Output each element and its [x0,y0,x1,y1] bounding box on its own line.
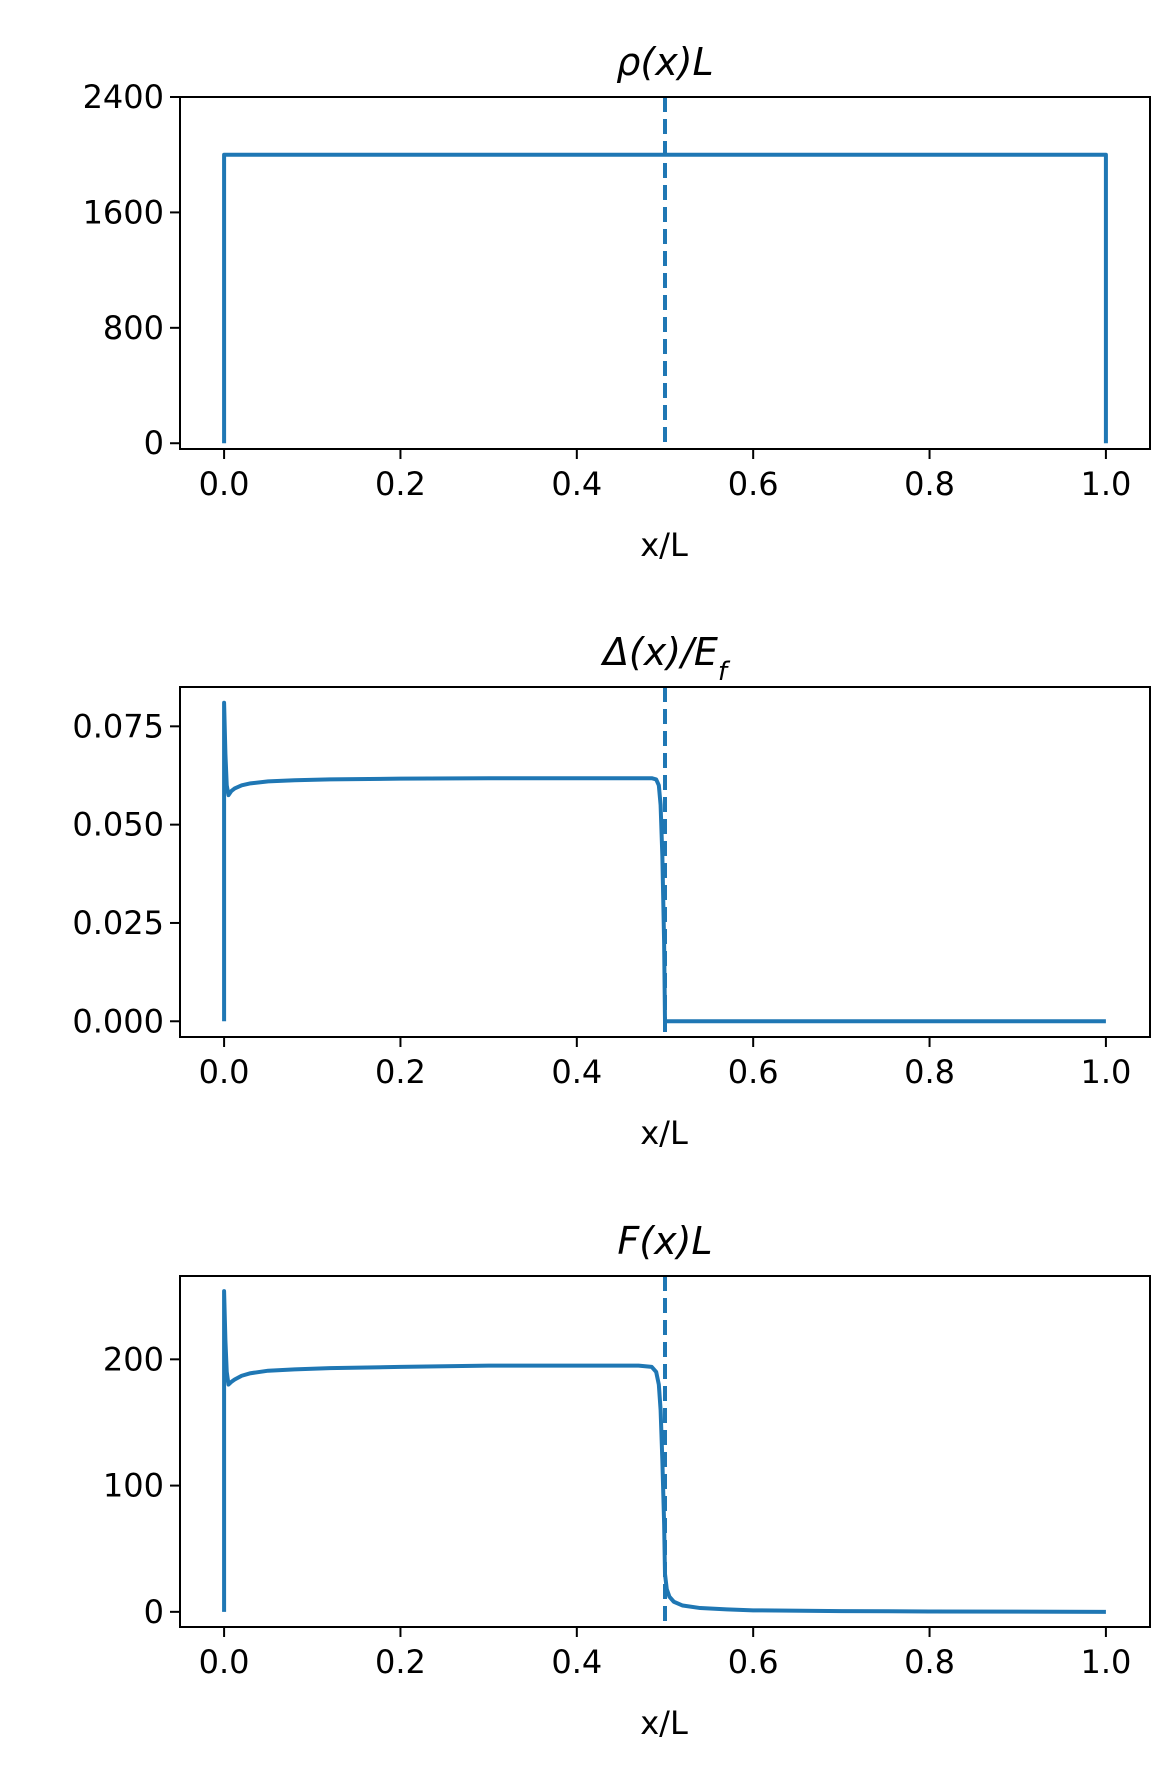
y-tick-label: 200 [103,1340,164,1378]
x-tick-label: 0.6 [728,1053,779,1091]
x-tick-label: 0.4 [551,1053,602,1091]
chart-title: Δ(x)/Ef [600,630,731,687]
y-tick-label: 800 [103,309,164,347]
x-tick-label: 0.2 [375,1053,426,1091]
series-line-1 [222,1289,1106,1614]
y-tick-label: 0.050 [72,806,164,844]
x-tick-label: 0.8 [904,465,955,503]
x-tick-label: 0.8 [904,1053,955,1091]
x-tick-label: 0.0 [199,1643,250,1681]
axes-frame [179,686,1151,1038]
chart-title: F(x)L [617,1219,712,1263]
y-tick-label: 100 [103,1467,164,1505]
series-line-1 [222,700,1106,1024]
axes-frame [179,96,1151,450]
chart-panel-2: 0.0 0.2 0.4 0.6 0.8 1.0 0.000 0.025 0.050 0.075 x/… [72,630,1151,1152]
y-tick-label: 1600 [83,193,164,231]
x-tick-label: 1.0 [1080,1053,1131,1091]
x-tick-label: 0.0 [199,465,250,503]
x-tick-label: 0.4 [551,465,602,503]
x-tick-label: 1.0 [1080,465,1131,503]
y-tick-label: 0 [144,1593,164,1631]
axes-frame [179,1275,1151,1628]
y-tick-label: 0 [144,424,164,462]
x-tick-label: 1.0 [1080,1643,1131,1681]
chart-panel-3: 0.0 0.2 0.4 0.6 0.8 1.0 0 100 200 x/L F(x)L [103,1219,1151,1742]
x-tick-label: 0.2 [375,465,426,503]
x-tick-label: 0.0 [199,1053,250,1091]
x-tick-label: 0.8 [904,1643,955,1681]
y-tick-label: 0.075 [72,707,164,745]
x-tick-label: 0.6 [728,1643,779,1681]
x-axis-label: x/L [640,1114,688,1152]
y-tick-label: 0.000 [72,1002,164,1040]
y-tick-label: 0.025 [72,904,164,942]
x-axis-label: x/L [640,526,688,564]
chart-title-subscript: f [718,657,731,687]
x-axis-label: x/L [640,1704,688,1742]
chart-title: ρ(x)L [616,40,713,84]
x-tick-label: 0.2 [375,1643,426,1681]
x-tick-label: 0.6 [728,465,779,503]
chart-panel-1: 0.0 0.2 0.4 0.6 0.8 1.0 0 800 1600 2400 x/L ρ(x)L [83,40,1151,564]
y-tick-label: 2400 [83,78,164,116]
x-tick-label: 0.4 [551,1643,602,1681]
